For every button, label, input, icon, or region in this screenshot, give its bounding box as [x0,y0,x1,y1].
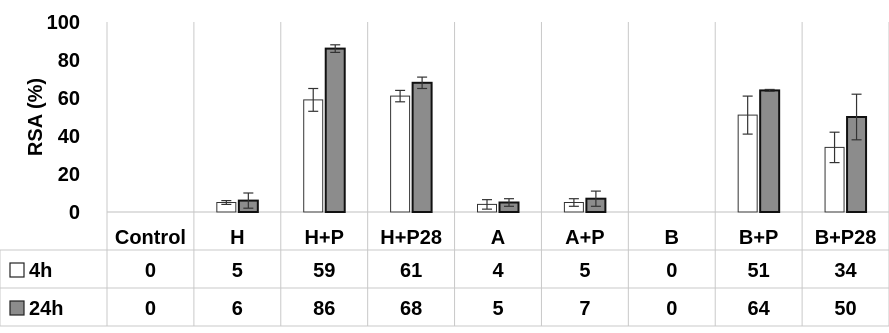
category-label: A+P [565,227,604,249]
legend-label-24h: 24h [29,298,63,320]
bar-4h-H+P [303,99,324,213]
y-tick-label: 40 [58,126,80,148]
table-value: 86 [313,298,335,320]
table-value: 0 [666,298,677,320]
category-label: H [230,227,244,249]
bar-4h-H+P28 [390,95,411,213]
bar-24h-B+P [759,89,781,213]
table-value: 59 [313,260,335,282]
bar-24h-H+P [324,47,346,213]
table-value: 5 [492,298,503,320]
table-value: 5 [232,260,243,282]
table-value: 0 [145,260,156,282]
table-value: 61 [400,260,422,282]
error-bars [221,44,862,210]
table-value: 64 [748,298,771,320]
table-value: 34 [834,260,857,282]
y-tick-label: 60 [58,88,80,110]
category-label: B [665,227,679,249]
category-label: H+P [304,227,343,249]
y-tick-label: 0 [69,202,80,224]
y-axis: 0 20 40 60 80 100 [47,12,80,224]
table-value: 0 [666,260,677,282]
category-label: Control [115,227,186,249]
table-value: 7 [579,298,590,320]
y-tick-label: 80 [58,50,80,72]
category-label: B+P [739,227,778,249]
table-value: 5 [579,260,590,282]
y-tick-label: 20 [58,164,80,186]
table-value: 6 [232,298,243,320]
category-label: A [491,227,505,249]
table-value: 50 [834,298,856,320]
table-value: 68 [400,298,422,320]
table-value: 4 [492,260,504,282]
legend-swatch-24h [9,300,25,316]
legend-swatch-4h [9,262,25,278]
table-value: 0 [145,298,156,320]
y-axis-label: RSA (%) [25,78,47,156]
y-tick-label: 100 [47,12,80,34]
table-value: 51 [748,260,770,282]
category-grid [0,22,889,327]
bar-24h-H+P28 [411,81,433,213]
legend-label-4h: 4h [29,260,52,282]
category-label: B+P28 [815,227,877,249]
category-label: H+P28 [380,227,442,249]
